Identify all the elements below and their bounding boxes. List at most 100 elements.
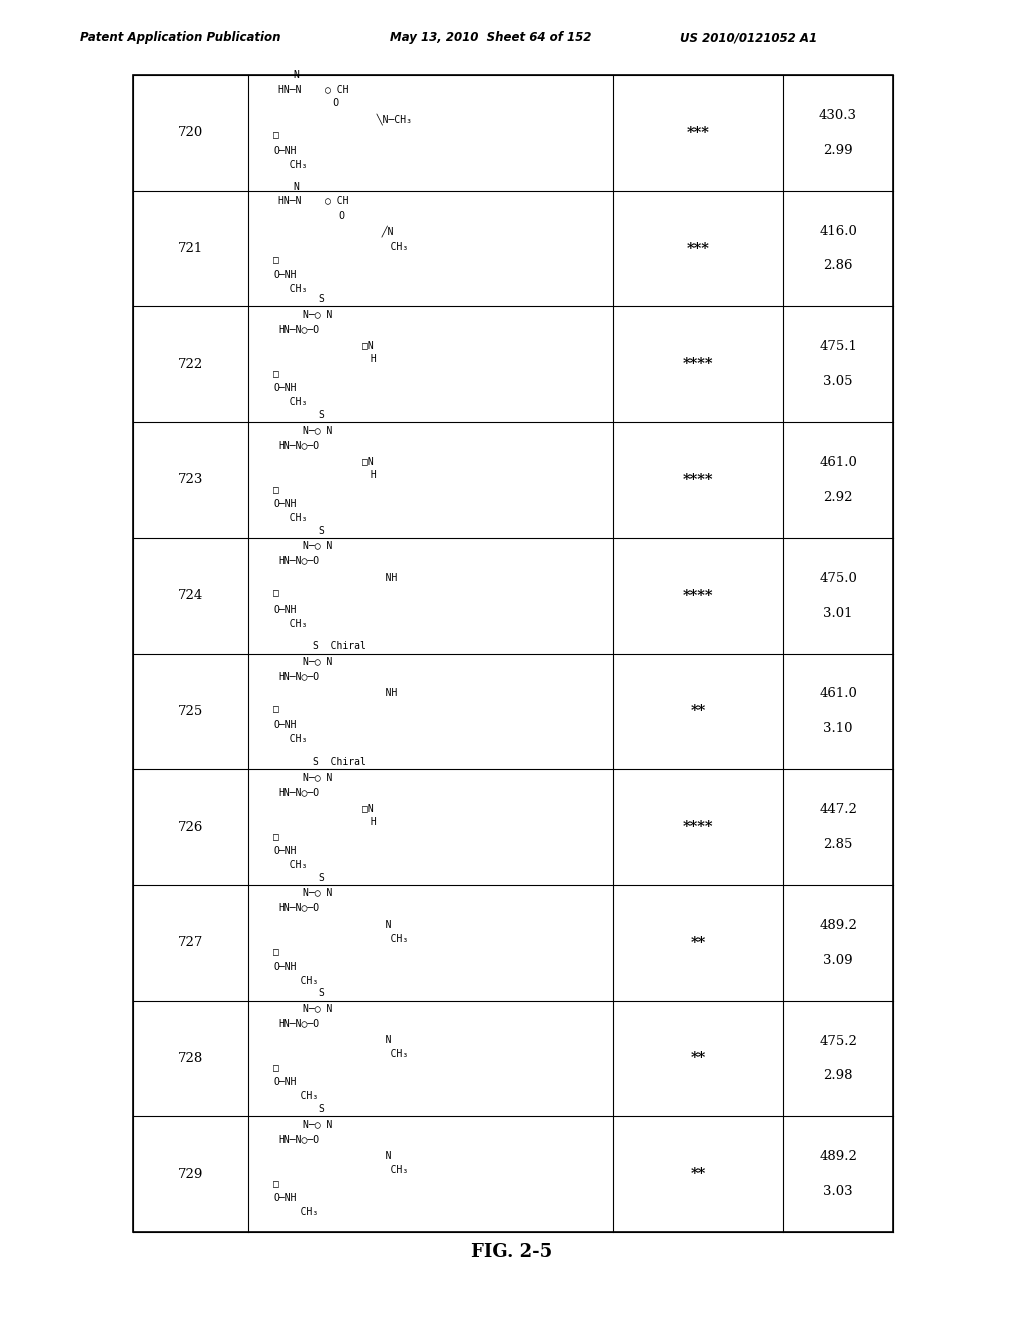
Text: ****: **** (683, 358, 714, 371)
Text: N: N (293, 182, 299, 191)
Text: HN─N○─O: HN─N○─O (278, 903, 319, 912)
Text: HN─N○─O: HN─N○─O (278, 672, 319, 681)
Text: **: ** (690, 705, 706, 718)
Text: CH₃: CH₃ (283, 975, 318, 986)
Text: CH₃: CH₃ (278, 734, 307, 744)
Text: HN─N○─O: HN─N○─O (278, 787, 319, 797)
Text: N─○ N: N─○ N (303, 772, 333, 781)
Text: S  Chiral: S Chiral (313, 758, 366, 767)
Text: HN─N    ○ CH: HN─N ○ CH (278, 195, 348, 206)
Text: HN─N○─O: HN─N○─O (278, 325, 319, 334)
Text: O─NH: O─NH (273, 145, 297, 156)
Text: S  Chiral: S Chiral (313, 642, 366, 651)
Text: □: □ (273, 129, 279, 140)
Text: 475.2: 475.2 (819, 1035, 857, 1048)
Text: CH₃: CH₃ (278, 513, 307, 523)
Text: 720: 720 (178, 127, 203, 140)
Text: O─NH: O─NH (273, 962, 297, 972)
Text: S: S (318, 989, 324, 998)
Text: 489.2: 489.2 (819, 919, 857, 932)
Text: N─○ N: N─○ N (303, 541, 333, 550)
Text: 430.3: 430.3 (819, 110, 857, 121)
Text: □: □ (273, 1064, 279, 1073)
Text: □: □ (273, 1179, 279, 1189)
Text: O─NH: O─NH (273, 721, 297, 730)
Text: CH₃: CH₃ (278, 619, 307, 628)
Text: S: S (318, 294, 324, 304)
Text: S: S (318, 873, 324, 883)
Text: 2.86: 2.86 (823, 260, 853, 272)
Text: 721: 721 (178, 242, 203, 255)
Text: CH₃: CH₃ (278, 160, 307, 170)
Text: □: □ (273, 948, 279, 958)
Text: 724: 724 (178, 589, 203, 602)
Text: 475.1: 475.1 (819, 341, 857, 354)
Text: S: S (318, 525, 324, 536)
Text: NH: NH (321, 688, 397, 698)
Text: □N: □N (315, 341, 374, 350)
Text: CH₃: CH₃ (326, 242, 409, 252)
Text: S: S (318, 411, 324, 420)
Text: 3.03: 3.03 (823, 1185, 853, 1199)
Text: O─NH: O─NH (273, 605, 297, 615)
Text: O─NH: O─NH (273, 383, 297, 393)
Text: 725: 725 (178, 705, 203, 718)
Text: 461.0: 461.0 (819, 688, 857, 701)
Text: 3.10: 3.10 (823, 722, 853, 735)
Text: CH₃: CH₃ (326, 933, 409, 944)
Text: N: N (293, 70, 299, 79)
Text: N─○ N: N─○ N (303, 1119, 333, 1129)
Text: ***: *** (686, 125, 710, 140)
Text: **: ** (690, 1052, 706, 1065)
Text: H: H (318, 354, 377, 364)
Text: □: □ (273, 589, 279, 599)
Text: O─NH: O─NH (273, 1077, 297, 1088)
Text: □N: □N (315, 455, 374, 466)
Text: 489.2: 489.2 (819, 1150, 857, 1163)
Text: O─NH: O─NH (273, 846, 297, 857)
Text: HN─N    ○ CH: HN─N ○ CH (278, 84, 348, 94)
Text: 3.01: 3.01 (823, 606, 853, 619)
Text: US 2010/0121052 A1: US 2010/0121052 A1 (680, 32, 817, 45)
Text: CH₃: CH₃ (278, 397, 307, 408)
Text: N─○ N: N─○ N (303, 888, 333, 898)
Text: 2.98: 2.98 (823, 1069, 853, 1082)
Text: ****: **** (683, 589, 714, 603)
Text: **: ** (690, 936, 706, 950)
Text: O─NH: O─NH (273, 269, 297, 280)
Text: 722: 722 (178, 358, 203, 371)
Text: 447.2: 447.2 (819, 803, 857, 816)
Text: N─○ N: N─○ N (303, 656, 333, 667)
Text: HN─N○─O: HN─N○─O (278, 1019, 319, 1028)
Text: **: ** (690, 1167, 706, 1181)
Text: ***: *** (686, 242, 710, 256)
Text: □: □ (273, 484, 279, 495)
Text: May 13, 2010  Sheet 64 of 152: May 13, 2010 Sheet 64 of 152 (390, 32, 592, 45)
Text: □: □ (273, 256, 279, 265)
Text: □: □ (273, 705, 279, 714)
Text: ****: **** (683, 820, 714, 834)
Text: H: H (318, 470, 377, 480)
Text: 461.0: 461.0 (819, 457, 857, 469)
Text: HN─N○─O: HN─N○─O (278, 1134, 319, 1144)
Text: Patent Application Publication: Patent Application Publication (80, 32, 281, 45)
Text: 2.99: 2.99 (823, 144, 853, 157)
Text: N: N (321, 1035, 391, 1045)
Text: □: □ (273, 832, 279, 842)
Text: N: N (321, 920, 391, 929)
Text: O: O (298, 211, 345, 220)
Text: CH₃: CH₃ (278, 861, 307, 870)
Text: 3.09: 3.09 (823, 953, 853, 966)
Text: O─NH: O─NH (273, 1193, 297, 1203)
Text: 416.0: 416.0 (819, 224, 857, 238)
Text: HN─N○─O: HN─N○─O (278, 440, 319, 450)
Text: □: □ (273, 370, 279, 379)
Text: 2.85: 2.85 (823, 838, 853, 851)
Text: CH₃: CH₃ (326, 1166, 409, 1175)
Bar (133, 75, 893, 1232)
Text: N─○ N: N─○ N (303, 309, 333, 319)
Text: 3.05: 3.05 (823, 375, 853, 388)
Text: O─NH: O─NH (273, 499, 297, 510)
Text: CH₃: CH₃ (326, 1049, 409, 1060)
Text: 726: 726 (178, 821, 203, 833)
